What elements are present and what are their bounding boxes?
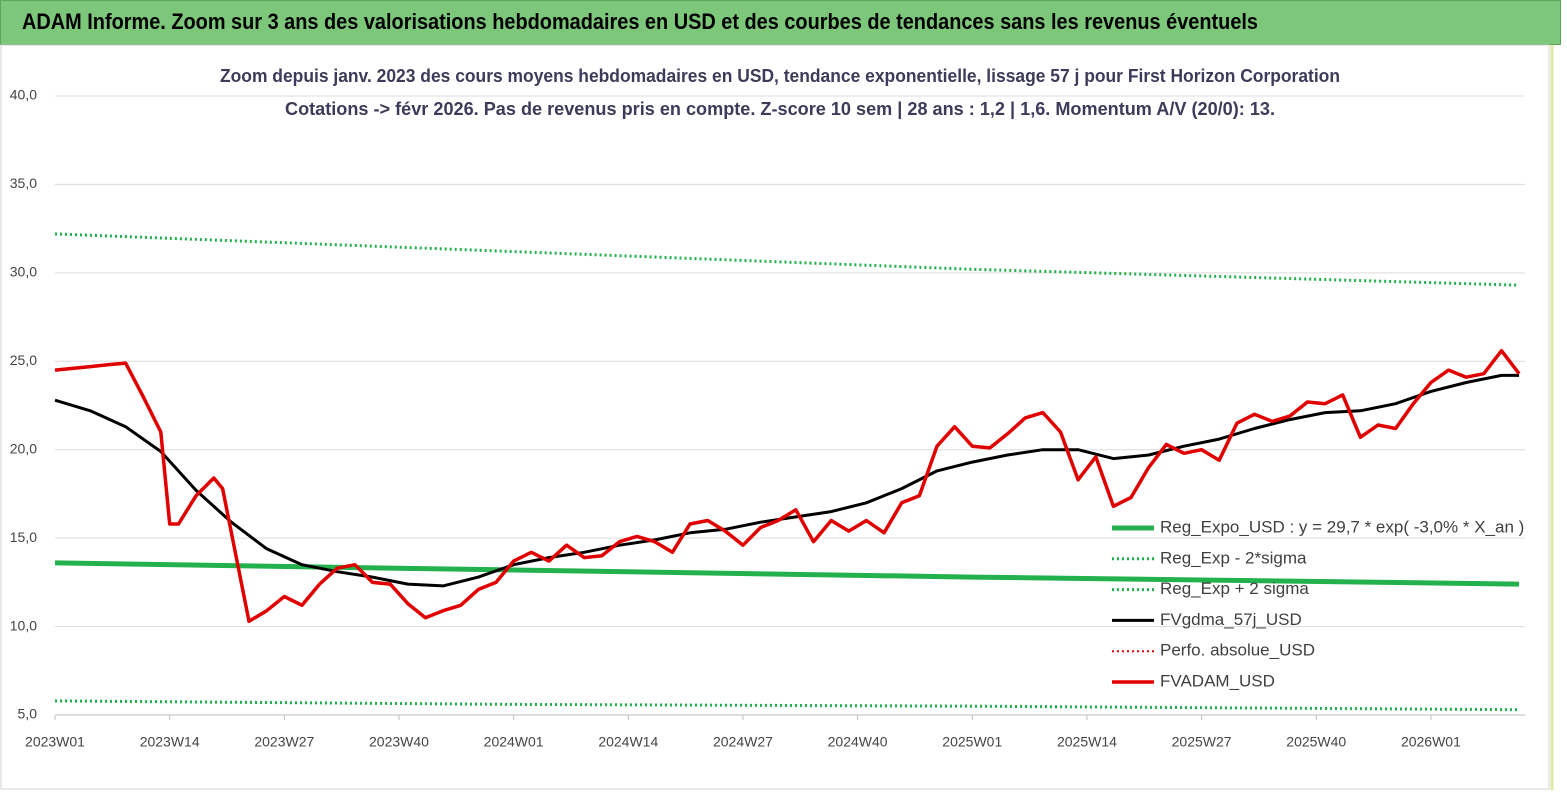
y-tick-label: 30,0 <box>10 264 37 280</box>
series-line <box>54 348 1521 624</box>
legend-label: FVgdma_57j_USD <box>1160 610 1302 629</box>
x-tick-label: 2025W40 <box>1286 734 1346 750</box>
x-tick-label: 2026W01 <box>1401 734 1461 750</box>
x-tick-label: 2023W40 <box>369 734 429 750</box>
legend-label: Reg_Expo_USD : y = 29,7 * exp( -3,0% * X… <box>1160 517 1524 536</box>
x-tick-label: 2025W01 <box>942 734 1002 750</box>
x-tick-label: 2024W01 <box>484 734 544 750</box>
legend-label: FVADAM_USD <box>1160 671 1275 690</box>
x-tick-label: 2025W27 <box>1172 734 1232 750</box>
series-line <box>54 560 1520 587</box>
header-bar <box>0 0 1561 45</box>
series-line <box>54 699 1520 712</box>
series-line <box>54 373 1520 588</box>
legend-label: Perfo. absolue_USD <box>1160 641 1315 660</box>
y-tick-label: 35,0 <box>10 175 37 191</box>
x-tick-label: 2023W27 <box>254 734 314 750</box>
x-tick-label: 2025W14 <box>1057 734 1117 750</box>
x-tick-label: 2024W40 <box>828 734 888 750</box>
x-tick-label: 2023W14 <box>140 734 200 750</box>
chart-subtitle: Cotations -> févr 2026. Pas de revenus p… <box>285 99 1275 119</box>
legend-label: Reg_Exp + 2 sigma <box>1160 579 1309 598</box>
y-tick-label: 40,0 <box>10 87 37 103</box>
chart-title: Zoom depuis janv. 2023 des cours moyens … <box>220 66 1340 86</box>
header-title: ADAM Informe. Zoom sur 3 ans des valoris… <box>22 9 1258 34</box>
y-tick-label: 25,0 <box>10 352 37 368</box>
y-tick-label: 10,0 <box>10 617 37 633</box>
x-tick-label: 2023W01 <box>25 734 85 750</box>
y-tick-label: 20,0 <box>10 440 37 456</box>
y-tick-label: 15,0 <box>10 529 37 545</box>
x-tick-label: 2024W27 <box>713 734 773 750</box>
series-line <box>54 232 1520 287</box>
x-tick-label: 2024W14 <box>598 734 658 750</box>
legend-label: Reg_Exp - 2*sigma <box>1160 548 1307 567</box>
frame <box>0 44 1550 790</box>
y-tick-label: 5,0 <box>18 706 38 722</box>
